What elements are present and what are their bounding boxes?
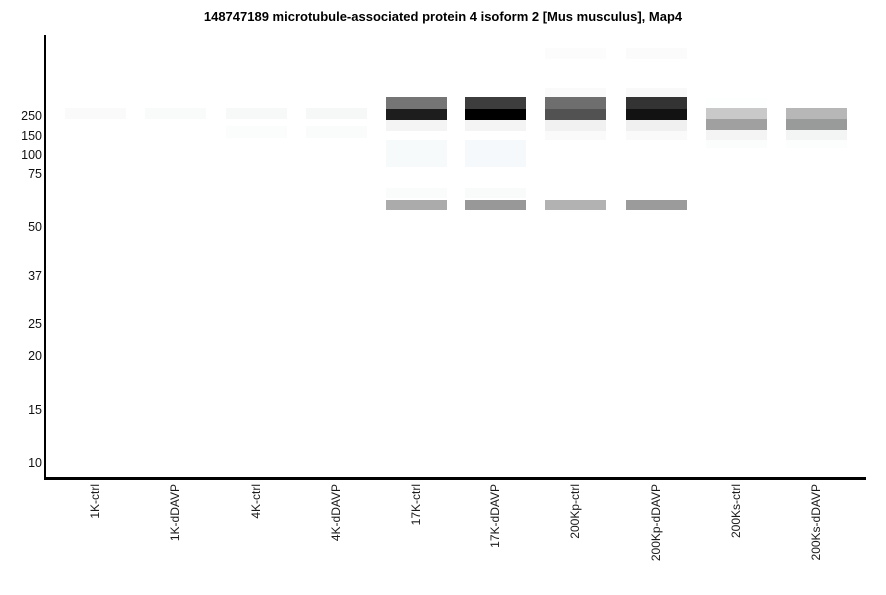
lane-label-200Ks-ctrl: 200Ks-ctrl bbox=[729, 484, 743, 539]
lane-label-4K-ctrl: 4K-ctrl bbox=[249, 484, 263, 519]
gel-band-200Kp-ctrl-~200 bbox=[545, 120, 606, 131]
gel-band-200Kp-dDAVP-~180 bbox=[626, 131, 687, 140]
gel-band-17K-dDAVP-~66 bbox=[465, 188, 526, 198]
lane-label-4K-dDAVP: 4K-dDAVP bbox=[329, 484, 343, 542]
lane-label-200Kp-dDAVP: 200Kp-dDAVP bbox=[649, 484, 663, 562]
gel-band-17K-dDAVP-~60 bbox=[465, 200, 526, 210]
y-tick-label-20kda: 20 bbox=[28, 349, 42, 363]
gel-band-4K-dDAVP-~170 bbox=[306, 126, 367, 138]
gel-band-17K-ctrl-~105 bbox=[386, 140, 447, 167]
y-tick-label-250kda: 250 bbox=[21, 109, 42, 123]
gel-band-200Kp-ctrl-~270 bbox=[545, 97, 606, 109]
gel-band-200Kp-dDAVP-~250 bbox=[626, 109, 687, 120]
lane-label-1K-dDAVP: 1K-dDAVP bbox=[168, 484, 182, 542]
gel-band-200Ks-ctrl-~255 bbox=[706, 108, 767, 119]
y-tick-label-25kda: 25 bbox=[28, 317, 42, 331]
gel-band-200Ks-ctrl-~150 bbox=[706, 140, 767, 148]
lane-label-200Ks-dDAVP: 200Ks-dDAVP bbox=[809, 484, 823, 561]
gel-band-200Ks-dDAVP-~160 bbox=[786, 130, 847, 140]
lane-label-1K-ctrl: 1K-ctrl bbox=[88, 484, 102, 519]
gel-band-200Ks-ctrl-~270 bbox=[706, 98, 767, 108]
gel-band-17K-ctrl-~60 bbox=[386, 200, 447, 210]
gel-band-200Kp-dDAVP-~270 bbox=[626, 97, 687, 109]
gel-band-200Kp-ctrl-~60 bbox=[545, 200, 606, 210]
x-axis-line bbox=[44, 477, 866, 480]
gel-band-4K-dDAVP-~250 bbox=[306, 108, 367, 119]
gel-band-17K-ctrl-~270 bbox=[386, 97, 447, 109]
gel-band-200Kp-dDAVP-~60 bbox=[626, 200, 687, 210]
gel-band-17K-dDAVP-~250 bbox=[465, 109, 526, 120]
gel-band-17K-ctrl-~250 bbox=[386, 109, 447, 120]
gel-band-200Ks-dDAVP-~210 bbox=[786, 119, 847, 130]
lane-label-17K-dDAVP: 17K-dDAVP bbox=[488, 484, 502, 548]
gel-band-200Kp-dDAVP->250 bbox=[626, 88, 687, 97]
y-tick-label-15kda: 15 bbox=[28, 403, 42, 417]
gel-band-4K-ctrl-~250 bbox=[226, 108, 287, 119]
gel-band-200Ks-dDAVP-~150 bbox=[786, 140, 847, 148]
gel-band-200Kp-ctrl-~250 bbox=[545, 109, 606, 120]
y-axis-line bbox=[44, 35, 46, 479]
gel-band-200Kp-ctrl->250-high bbox=[545, 48, 606, 59]
gel-band-4K-ctrl-~170 bbox=[226, 126, 287, 138]
gel-band-200Ks-ctrl-~160 bbox=[706, 130, 767, 140]
lane-label-200Kp-ctrl: 200Kp-ctrl bbox=[568, 484, 582, 539]
y-tick-label-150kda: 150 bbox=[21, 129, 42, 143]
y-tick-label-37kda: 37 bbox=[28, 269, 42, 283]
gel-band-200Kp-dDAVP->250-high bbox=[626, 48, 687, 59]
gel-band-1K-ctrl-~250 bbox=[65, 108, 126, 119]
gel-band-17K-dDAVP-~200 bbox=[465, 120, 526, 131]
y-tick-label-50kda: 50 bbox=[28, 220, 42, 234]
y-tick-label-100kda: 100 bbox=[21, 148, 42, 162]
gel-band-200Kp-ctrl->250 bbox=[545, 88, 606, 97]
gel-band-17K-dDAVP-~105 bbox=[465, 140, 526, 167]
lane-label-17K-ctrl: 17K-ctrl bbox=[409, 484, 423, 526]
gel-band-17K-ctrl-~66 bbox=[386, 188, 447, 198]
gel-band-200Kp-dDAVP-~200 bbox=[626, 120, 687, 131]
y-tick-label-10kda: 10 bbox=[28, 456, 42, 470]
figure-title: 148747189 microtubule-associated protein… bbox=[203, 9, 683, 24]
gel-band-200Ks-dDAVP-~255 bbox=[786, 108, 847, 119]
gel-band-17K-dDAVP-~270 bbox=[465, 97, 526, 109]
y-tick-label-75kda: 75 bbox=[28, 167, 42, 181]
gel-band-200Ks-ctrl-~210 bbox=[706, 119, 767, 130]
gel-band-17K-ctrl-~200 bbox=[386, 120, 447, 131]
gel-band-1K-dDAVP-~250 bbox=[145, 108, 206, 119]
gel-band-200Kp-ctrl-~180 bbox=[545, 131, 606, 140]
